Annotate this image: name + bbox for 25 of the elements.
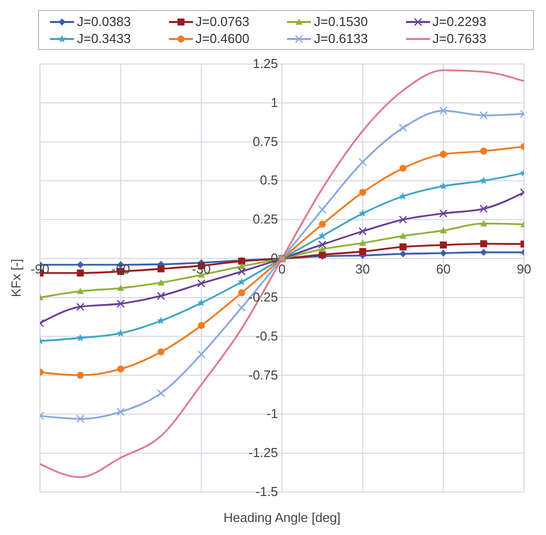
y-tick-label: -1 [266,406,278,422]
legend-label: J=0.0763 [196,14,250,29]
x-axis-title: Heading Angle [deg] [223,510,341,525]
y-tick-label: -0.75 [248,367,278,382]
legend-label: J=0.7633 [432,31,486,46]
y-tick-label: -1.25 [248,445,278,460]
y-tick-label: -1.5 [256,484,278,499]
x-tick-label: 30 [355,262,370,277]
y-axis-title: KFx [-] [8,258,24,298]
legend-label: J=0.0383 [77,14,131,29]
y-tick-label: 0.25 [252,212,278,227]
legend-label: J=0.4600 [196,31,250,46]
y-tick-label: -0.5 [256,328,278,344]
x-tick-label: 90 [516,262,532,277]
legend-label: J=0.3433 [77,31,131,46]
legend-label: J=0.2293 [432,14,486,29]
x-tick-label: 60 [436,262,451,277]
legend-label: J=0.1530 [314,14,368,29]
y-tick-label: 0.5 [260,172,278,188]
legend-label: J=0.6133 [314,31,368,46]
y-tick-label: 1.25 [252,56,278,71]
y-tick-label: 0 [270,250,278,266]
y-tick-label: 0.75 [252,134,278,149]
y-tick-label: 1 [270,94,278,110]
x-tick-label: -90 [30,262,50,277]
